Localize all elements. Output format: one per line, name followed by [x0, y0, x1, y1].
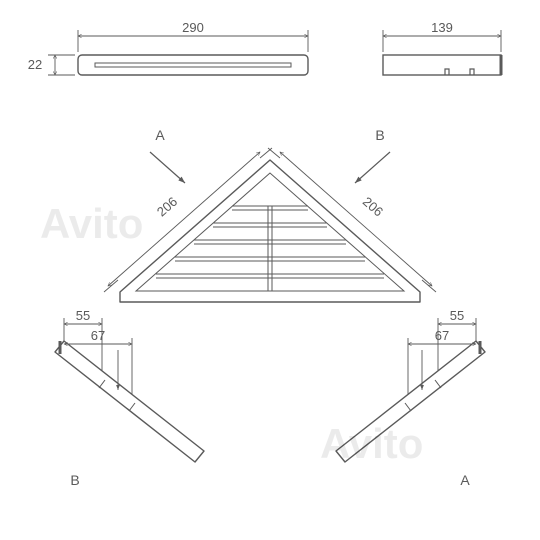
section-B: 55 67 B [55, 308, 204, 488]
dim-front-width: 290 [182, 20, 204, 35]
dim-A-55: 55 [450, 308, 464, 323]
dim-top-side2: 206 [360, 194, 386, 220]
front-view: 290 22 [28, 20, 308, 75]
side-view: 139 [383, 20, 501, 75]
label-B-section: B [70, 472, 79, 488]
label-A-top: A [155, 127, 165, 143]
dim-side-width: 139 [431, 20, 453, 35]
top-view: A B 206 206 [104, 127, 436, 302]
dim-B-55: 55 [76, 308, 90, 323]
dim-B-67: 67 [91, 328, 105, 343]
dim-A-67: 67 [435, 328, 449, 343]
dim-front-height: 22 [28, 57, 42, 72]
dim-top-side1: 206 [154, 194, 180, 220]
label-B-top: B [375, 127, 384, 143]
technical-drawing: 290 22 139 [0, 0, 540, 540]
label-A-section: A [460, 472, 470, 488]
section-A: 55 67 A [336, 308, 485, 488]
